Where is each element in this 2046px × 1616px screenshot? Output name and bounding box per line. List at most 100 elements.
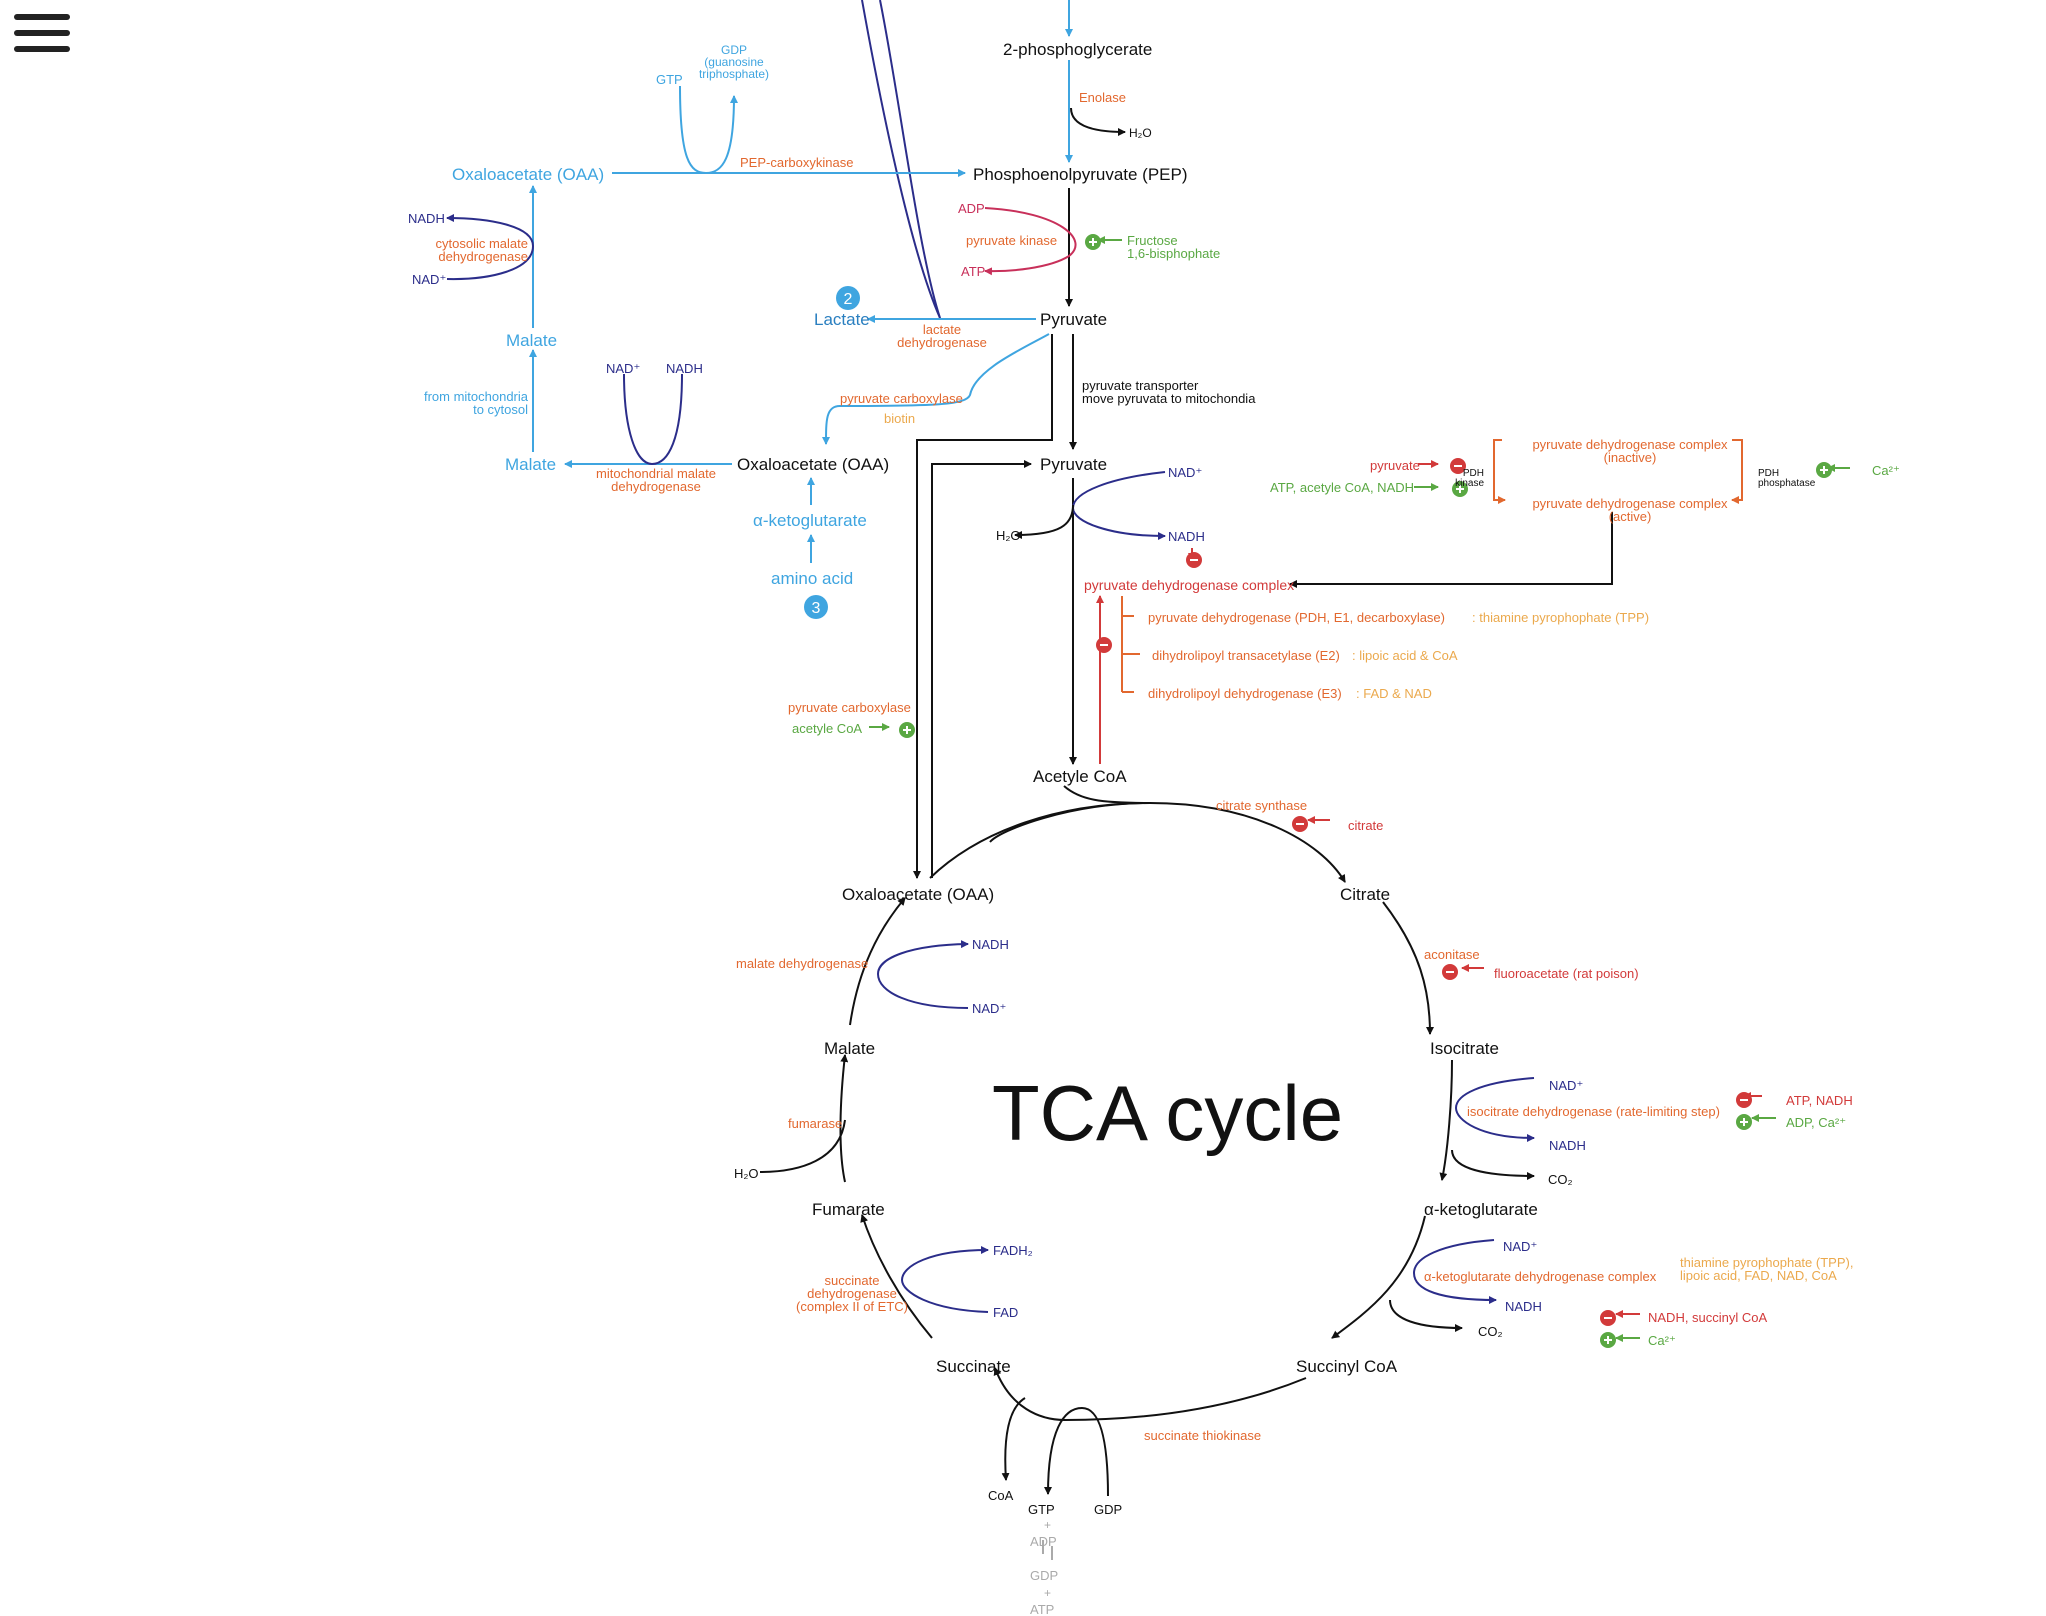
pdh-active-label: pyruvate dehydrogenase complex (active) (1532, 496, 1728, 524)
glycolysis-long-curve-1 (861, 0, 941, 319)
mdh-label: malate dehydrogenase (736, 956, 868, 971)
akgdh-ca-label: Ca²⁺ (1648, 1333, 1676, 1348)
arc-akg-to-succinylcoa (1331, 1215, 1426, 1339)
h2o-enolase-label: H₂O (1129, 126, 1152, 140)
gtp-tca-label: GTP (1028, 1502, 1055, 1517)
malate-cyto-label: Malate (506, 331, 557, 350)
nad-cyto-label: NAD⁺ (412, 272, 446, 287)
gtp-adp-arrows (1042, 1540, 1053, 1560)
gdp-label: GDP (guanosine triphosphate) (699, 43, 769, 81)
badge-2-label: 2 (844, 291, 853, 308)
akgdh-nad-nadh-curve (1412, 1239, 1497, 1304)
e1-label: pyruvate dehydrogenase (PDH, E1, decarbo… (1148, 610, 1445, 625)
fluoroacetate-label: fluoroacetate (rat poison) (1494, 966, 1639, 981)
pdh-bracket (1121, 596, 1140, 693)
icdh-label: isocitrate dehydrogenase (rate-limiting … (1467, 1104, 1720, 1119)
adp-label: ADP (958, 201, 985, 216)
mdh-nadh-label: NADH (972, 937, 1009, 952)
nad-pdh-label: NAD⁺ (1168, 465, 1202, 480)
inhibitor-minus-icon (1292, 816, 1308, 832)
acetylcoa-activator-label: acetyle CoA (792, 721, 862, 736)
arc-oaa-to-citrate (989, 802, 1151, 843)
akgdh-nad-label: NAD⁺ (1503, 1239, 1537, 1254)
akg-upper-label: α-ketoglutarate (753, 511, 867, 530)
fumarate-label: Fumarate (812, 1200, 885, 1219)
activator-plus-icon (1736, 1114, 1752, 1130)
mito-mdh-label: mitochondrial malate dehydrogenase (596, 466, 716, 494)
akgdh-cofactor-label: thiamine pyrophophate (TPP), lipoic acid,… (1680, 1255, 1853, 1283)
arc-acetylcoa-to-citrate (1063, 785, 1346, 883)
coa-label: CoA (988, 1488, 1014, 1503)
pepck-gtp-gdp-curve (679, 85, 738, 175)
two-pg-label: 2-phosphoglycerate (1003, 40, 1152, 59)
sdh-fad-curve (900, 1246, 989, 1313)
e3-cofactor-label: : FAD & NAD (1356, 686, 1432, 701)
oaa-cyto-label: Oxaloacetate (OAA) (452, 165, 604, 184)
mdh-nad-label: NAD⁺ (972, 1001, 1006, 1016)
thiokinase-gdp-gtp-curve (1044, 1406, 1109, 1497)
arc-isocitrate-to-akg (1439, 1059, 1453, 1181)
glycolysis-long-curve-2 (879, 0, 941, 319)
menu-bar (14, 30, 70, 36)
pdh-phosphatase-bracket (1731, 439, 1743, 504)
transporter-label: pyruvate transporter move pyruvata to mit… (1082, 378, 1256, 406)
arc-fumarate-to-malate (839, 1054, 849, 1183)
acetyl-coa-label: Acetyle CoA (1033, 767, 1127, 786)
loop-oaa-to-mito-pyruvate (931, 460, 1032, 878)
icdh-adp-ca-label: ADP, Ca²⁺ (1786, 1115, 1846, 1130)
inhibitor-minus-icon (1736, 1092, 1752, 1108)
inhibitor-minus-icon (1096, 637, 1112, 653)
isocitrate-label: Isocitrate (1430, 1039, 1499, 1058)
mito-mdh-curve (623, 373, 683, 466)
icdh-co2-label: CO₂ (1548, 1172, 1573, 1187)
icdh-nad-label: NAD⁺ (1549, 1078, 1583, 1093)
fadh2-label: FADH₂ (993, 1243, 1033, 1258)
nadh-pdh-label: NADH (1168, 529, 1205, 544)
arc-succinylcoa-to-succinate (993, 1367, 1307, 1422)
sdh-label: succinate dehydrogenase (complex II of ETC… (796, 1273, 908, 1314)
atp-label: ATP (961, 264, 985, 279)
akgdh-label: α-ketoglutarate dehydrogenase complex (1424, 1269, 1657, 1284)
h2o-fumarase-label: H₂O (734, 1166, 759, 1181)
loop-pyruvate-to-oaa-tca (913, 334, 1053, 879)
aconitase-label: aconitase (1424, 947, 1480, 962)
pdh-nad-nadh-curve (1071, 471, 1166, 540)
badge-3-circle (804, 595, 828, 619)
icdh-nad-nadh-curve (1454, 1077, 1535, 1142)
inhibitor-minus-icon (1450, 458, 1466, 474)
pdh-inactive-label: pyruvate dehydrogenase complex (inactive) (1532, 437, 1728, 465)
h2o-pdh-label: H₂O (996, 528, 1021, 543)
succinyl-coa-label: Succinyl CoA (1296, 1357, 1398, 1376)
succinate-label: Succinate (936, 1357, 1011, 1376)
akgdh-co2-curve (1389, 1299, 1463, 1332)
oaa-mito-label: Oxaloacetate (OAA) (737, 455, 889, 474)
e1-cofactor-label: : thiamine pyrophophate (TPP) (1472, 610, 1649, 625)
hamburger-menu-icon[interactable] (14, 14, 70, 64)
menu-bar (14, 46, 70, 52)
inhibitor-minus-icon (1600, 1310, 1616, 1326)
icdh-nadh-label: NADH (1549, 1138, 1586, 1153)
gdp-tca-label: GDP (1094, 1502, 1122, 1517)
mdh-nad-nadh-curve (876, 940, 969, 1009)
citrate-label: Citrate (1340, 885, 1390, 904)
lactate-label: Lactate (814, 310, 870, 329)
atp-gray-label: ATP (1030, 1602, 1054, 1616)
pepck-label: PEP-carboxykinase (740, 155, 853, 170)
from-mito-label: from mitochondria to cytosol (424, 389, 529, 417)
thiokinase-coa-curve (1001, 1397, 1026, 1481)
tca-cycle-arcs (839, 785, 1453, 1422)
akgdh-nadh-inh-label: NADH, succinyl CoA (1648, 1310, 1768, 1325)
succ-thiokinase-label: succinate thiokinase (1144, 1428, 1261, 1443)
arc-succinate-to-fumarate (860, 1214, 933, 1339)
citrate-synthase-label: citrate synthase (1216, 798, 1307, 813)
pdh-reg-atp-label: ATP, acetyle CoA, NADH (1270, 480, 1414, 495)
gdp-gray-label: GDP (1030, 1568, 1058, 1583)
cyto-mdh-curve (446, 214, 535, 281)
activator-plus-icon (1452, 481, 1468, 497)
plus-2-label: + (1044, 1586, 1051, 1600)
fructose-label: Fructose 1,6-bisphophate (1127, 233, 1220, 261)
pdh-phosphatase-label: PDH phosphatase (1758, 468, 1816, 489)
pdh-h2o-curve (1014, 504, 1074, 539)
nadh-mito-label: NADH (666, 361, 703, 376)
